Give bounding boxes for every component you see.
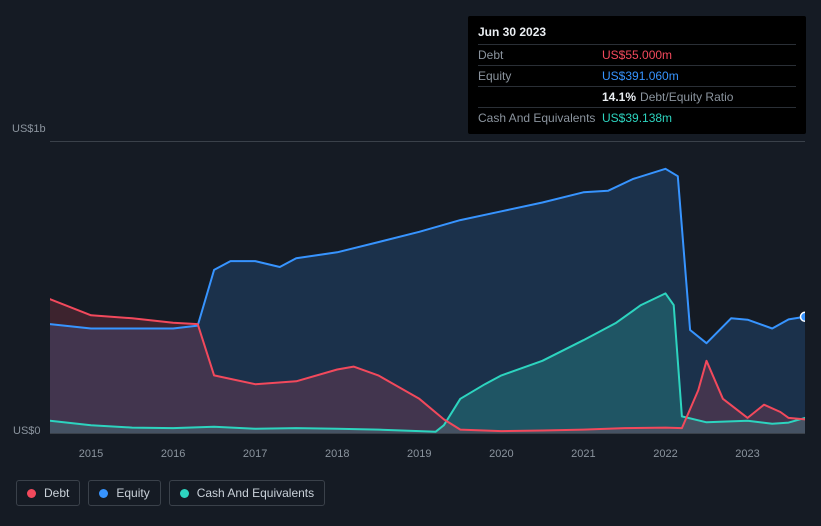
tooltip-row: 14.1%Debt/Equity Ratio: [478, 86, 796, 107]
legend-item-cash-and-equivalents[interactable]: Cash And Equivalents: [169, 480, 325, 506]
x-axis-tick-label: 2017: [243, 448, 267, 460]
tooltip-row-value: US$391.060m: [602, 69, 796, 83]
y-axis-min-label: US$0: [13, 425, 41, 437]
legend-item-equity[interactable]: Equity: [88, 480, 160, 506]
tooltip-row-label: Cash And Equivalents: [478, 111, 602, 125]
x-axis-tick-label: 2023: [735, 448, 759, 460]
tooltip-row-label: [478, 90, 602, 104]
tooltip-row: EquityUS$391.060m: [478, 65, 796, 86]
legend-dot: [180, 489, 189, 498]
x-axis-tick-label: 2019: [407, 448, 431, 460]
grid-line-bottom: [50, 433, 805, 434]
legend-label: Equity: [116, 486, 149, 500]
legend-label: Cash And Equivalents: [197, 486, 314, 500]
series-end-marker: [801, 312, 806, 321]
legend-dot: [99, 489, 108, 498]
tooltip-row-value: US$55.000m: [602, 48, 796, 62]
chart-legend: Debt Equity Cash And Equivalents: [16, 480, 325, 506]
x-axis-tick-label: 2021: [571, 448, 595, 460]
tooltip-row-label: Equity: [478, 69, 602, 83]
tooltip-row: DebtUS$55.000m: [478, 44, 796, 65]
x-axis-tick-label: 2020: [489, 448, 513, 460]
tooltip-row-value: 14.1%Debt/Equity Ratio: [602, 90, 796, 104]
chart-plot-area: [50, 141, 805, 434]
legend-item-debt[interactable]: Debt: [16, 480, 80, 506]
chart-tooltip: Jun 30 2023 DebtUS$55.000mEquityUS$391.0…: [468, 16, 806, 134]
x-axis-tick-label: 2015: [79, 448, 103, 460]
legend-label: Debt: [44, 486, 69, 500]
x-axis-labels: 2015 2016 2017 2018 2019 2020 2021 2022 2023: [50, 448, 805, 466]
tooltip-row: Cash And EquivalentsUS$39.138m: [478, 107, 796, 128]
tooltip-date: Jun 30 2023: [478, 22, 796, 44]
x-axis-tick-label: 2022: [653, 448, 677, 460]
tooltip-row-value: US$39.138m: [602, 111, 796, 125]
debt-equity-chart: US$1b US$0 20152016201720182019202020212…: [16, 126, 805, 466]
x-axis-tick-label: 2016: [161, 448, 185, 460]
y-axis-max-label: US$1b: [12, 123, 46, 135]
tooltip-row-label: Debt: [478, 48, 602, 62]
x-axis-tick-label: 2018: [325, 448, 349, 460]
legend-dot: [27, 489, 36, 498]
